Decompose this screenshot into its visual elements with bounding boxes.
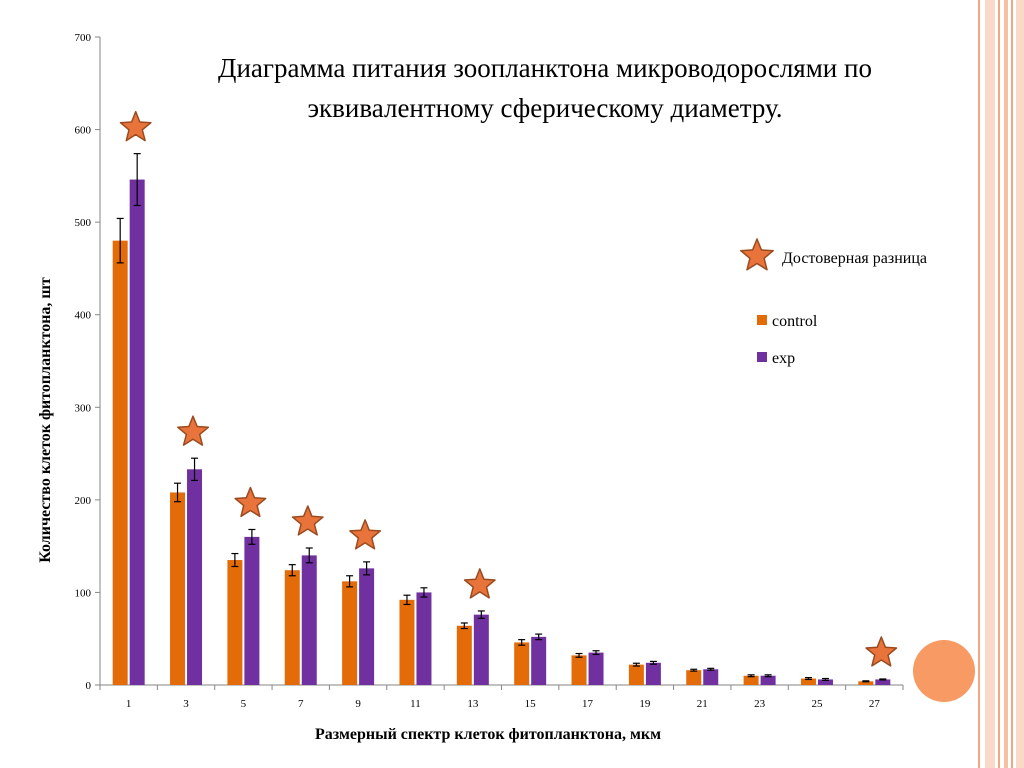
y-tick-label: 100 — [75, 587, 92, 599]
significance-star-icon — [119, 110, 152, 142]
significance-star-icon — [177, 415, 210, 446]
bar-exp — [473, 614, 489, 685]
bars — [112, 179, 891, 685]
x-axis-label: Размерный спектр клеток фитопланктона, м… — [315, 726, 661, 743]
significance-star-icon — [291, 505, 324, 536]
legend-label-control: control — [772, 313, 818, 330]
bar-control — [456, 625, 472, 685]
bar-control — [743, 675, 759, 685]
y-tick-label: 400 — [75, 310, 92, 322]
y-tick-label: 200 — [75, 495, 92, 507]
x-tick-label: 23 — [754, 698, 766, 710]
bar-exp — [187, 469, 203, 685]
decor-circle — [913, 640, 975, 702]
bar-control — [112, 240, 128, 685]
chart-title-line-1: Диаграмма питания зоопланктона микроводо… — [218, 53, 872, 83]
bar-control — [628, 664, 644, 685]
significance-star-icon — [865, 636, 898, 667]
bar-exp — [817, 679, 833, 685]
legend-star-icon — [740, 238, 774, 271]
bar-control — [284, 570, 300, 685]
legend-swatch-exp — [757, 352, 767, 362]
bar-control — [858, 681, 874, 685]
significance-stars — [119, 110, 898, 667]
bar-control — [170, 492, 186, 685]
legend-label-exp: exp — [772, 350, 795, 367]
bar-exp — [129, 179, 145, 685]
bar-control — [800, 678, 816, 685]
x-tick-label: 15 — [525, 698, 537, 710]
decor-stripe — [985, 0, 995, 768]
decor-stripe — [978, 0, 980, 768]
x-tick-label: 5 — [241, 698, 247, 710]
chart-title-line-2: эквивалентному сферическому диаметру. — [307, 93, 782, 123]
x-tick-label: 7 — [298, 698, 304, 710]
y-tick-label: 500 — [75, 217, 92, 229]
bar-exp — [760, 675, 776, 685]
bar-control — [686, 670, 702, 685]
bar-control — [342, 581, 358, 685]
bar-exp — [359, 568, 375, 685]
y-tick-label: 600 — [75, 125, 92, 137]
x-tick-label: 1 — [126, 698, 132, 710]
y-tick-label: 0 — [86, 680, 92, 692]
significance-star-icon — [234, 486, 267, 518]
x-tick-label: 27 — [869, 698, 881, 710]
x-tick-label: 11 — [410, 698, 421, 710]
bar-control — [399, 599, 415, 685]
x-tick-label: 25 — [811, 698, 823, 710]
x-tick-label: 19 — [639, 698, 651, 710]
legend-significance-label: Достоверная разница — [782, 250, 927, 267]
y-tick-label: 700 — [75, 32, 92, 44]
x-tick-label: 3 — [183, 698, 189, 710]
legend: Достоверная разница control exp — [740, 238, 927, 367]
decor-stripe — [1004, 0, 1008, 768]
bar-exp — [588, 652, 604, 685]
bar-exp — [645, 662, 661, 685]
bar-control — [571, 655, 587, 685]
legend-swatch-control — [757, 315, 767, 325]
bar-exp — [875, 679, 891, 685]
x-tick-label: 17 — [582, 698, 594, 710]
decor-stripe — [1016, 0, 1024, 768]
decor-stripe — [1011, 0, 1013, 768]
x-tick-label: 21 — [697, 698, 708, 710]
y-axis-label: Количество клеток фитопланктона, шт — [37, 277, 54, 563]
bar-control — [514, 642, 530, 685]
bar-exp — [703, 669, 719, 685]
bar-exp — [531, 636, 547, 685]
error-bars — [116, 153, 887, 683]
significance-star-icon — [349, 519, 382, 550]
decor-stripe — [998, 0, 1000, 768]
bar-exp — [301, 555, 317, 685]
bar-exp — [244, 536, 260, 685]
bar-exp — [416, 592, 432, 685]
x-tick-label: 9 — [355, 698, 361, 710]
x-tick-label: 13 — [467, 698, 479, 710]
bar-control — [227, 560, 243, 685]
y-tick-label: 300 — [75, 402, 92, 414]
significance-star-icon — [463, 568, 496, 599]
